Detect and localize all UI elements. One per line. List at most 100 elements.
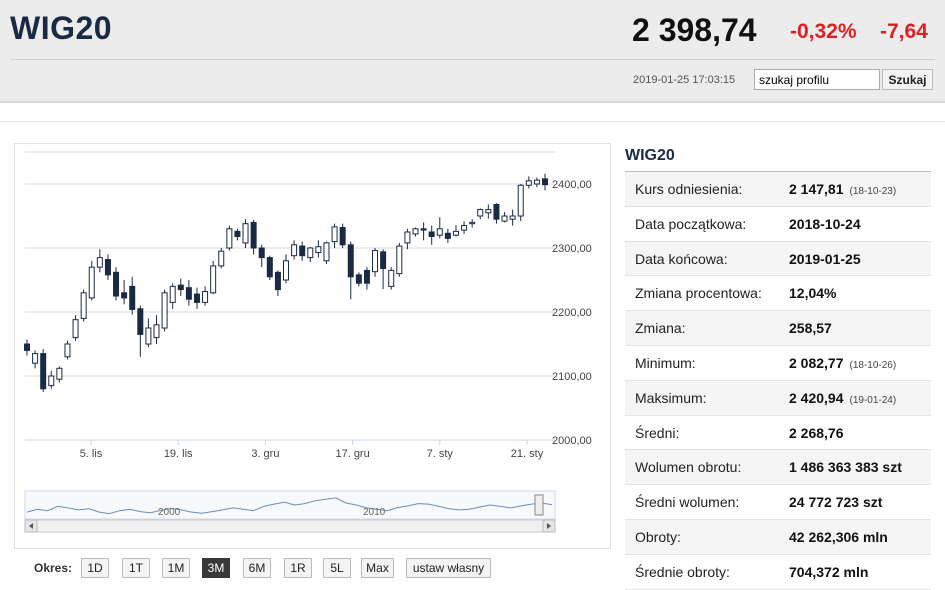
candle-up xyxy=(161,292,168,329)
candle-up xyxy=(88,266,95,299)
candle-down xyxy=(355,274,362,284)
info-row-value: 1 486 363 383 szt xyxy=(789,459,902,475)
header-divider xyxy=(10,59,935,60)
period-button-custom[interactable]: ustaw własny xyxy=(406,558,491,578)
candle-down xyxy=(121,292,128,299)
info-row-value-text: 2 420,94 xyxy=(789,389,844,406)
chevron-right-icon xyxy=(547,523,551,529)
candle-down xyxy=(444,232,451,239)
ticker-title: WIG20 xyxy=(10,10,113,46)
candle-up xyxy=(64,343,71,358)
info-row-label: Data końcowa: xyxy=(635,250,728,267)
candle-up xyxy=(96,257,103,268)
info-row-value: 12,04% xyxy=(789,285,836,301)
period-button-1d[interactable]: 1D xyxy=(81,558,109,578)
info-row-value-text: 2 268,76 xyxy=(789,424,844,441)
candle-up xyxy=(56,367,63,380)
candle-up xyxy=(388,269,395,287)
period-button-3m[interactable]: 3M xyxy=(202,558,230,578)
info-row-label: Zmiana procentowa: xyxy=(635,285,762,302)
period-button-1t[interactable]: 1T xyxy=(122,558,150,578)
info-row-note: (18-10-23) xyxy=(849,186,897,197)
info-row-value: 258,57 xyxy=(789,320,832,336)
candle-up xyxy=(80,292,87,319)
candle-down xyxy=(274,271,281,291)
candle-down xyxy=(24,343,30,351)
info-row: Minimum: 2 082,77 (18-10-26) xyxy=(625,346,931,381)
period-button-1m[interactable]: 1M xyxy=(162,558,190,578)
candle-up xyxy=(323,242,330,262)
info-row-value: 2019-01-25 xyxy=(789,251,861,267)
info-row: Data początkowa: 2018-10-24 xyxy=(625,207,931,242)
candle-up xyxy=(48,375,55,387)
info-row-value: 2 268,76 xyxy=(789,425,844,441)
info-row-value: 2 420,94 (19-01-24) xyxy=(789,390,896,406)
period-button-1r[interactable]: 1R xyxy=(284,558,312,578)
info-row-label: Średnie obroty: xyxy=(635,563,730,580)
candle-down xyxy=(250,221,257,249)
period-label: Okres: xyxy=(34,561,73,575)
info-row: Zmiana: 258,57 xyxy=(625,311,931,346)
candle-down xyxy=(363,269,370,284)
candle-down xyxy=(113,271,120,297)
info-row: Zmiana procentowa: 12,04% xyxy=(625,276,931,312)
candle-up xyxy=(331,226,338,243)
info-row-label: Kurs odniesienia: xyxy=(635,181,743,197)
candle-up xyxy=(517,184,524,217)
info-row-note: (18-10-26) xyxy=(849,359,897,371)
info-row-label: Minimum: xyxy=(635,354,696,371)
candle-up xyxy=(461,225,468,231)
candle-down xyxy=(137,308,144,335)
x-axis-tick-label: 21. sty xyxy=(511,448,544,460)
candle-down xyxy=(339,227,346,246)
info-row-label: Średni wolumen: xyxy=(635,494,740,511)
candle-down xyxy=(542,178,548,186)
candle-down xyxy=(420,228,427,231)
period-button-max[interactable]: Max xyxy=(361,558,394,578)
candle-up xyxy=(202,291,209,303)
info-row-value-text: 42 262,306 mln xyxy=(789,528,888,545)
period-button-6m[interactable]: 6M xyxy=(243,558,271,578)
candle-up xyxy=(396,245,403,275)
info-row-label: Obroty: xyxy=(635,528,681,545)
candle-up xyxy=(145,327,152,345)
info-table: Kurs odniesienia: 2 147,81 (18-10-23) Data … xyxy=(625,172,931,590)
price-chart[interactable]: 2000,00 2100,00 2200,00 2300,00 2400,00 5. li… xyxy=(15,144,610,548)
candle-up xyxy=(509,215,516,220)
navigator-area xyxy=(24,490,556,520)
info-row-value-text: 2019-01-25 xyxy=(789,250,861,267)
info-row-value: 2018-10-24 xyxy=(789,216,861,232)
x-axis-tick-label: 19. lis xyxy=(164,448,193,460)
y-axis-tick-label: 2200,00 xyxy=(552,307,592,319)
candle-up xyxy=(153,324,160,339)
navigator-label: 2000 xyxy=(158,507,181,518)
info-row: Średni wolumen: 24 772 723 szt xyxy=(625,485,931,520)
search-button[interactable]: Szukaj xyxy=(882,69,933,90)
info-row-value-text: 258,57 xyxy=(789,320,832,337)
candle-up xyxy=(242,223,249,244)
candle-up xyxy=(315,246,322,253)
y-axis-tick-label: 2000,00 xyxy=(552,435,592,447)
candle-up xyxy=(226,228,233,249)
scrollbar-track[interactable] xyxy=(24,519,556,533)
chart-container: 2000,00 2100,00 2200,00 2300,00 2400,00 5. li… xyxy=(14,143,611,549)
change-absolute: -7,64 xyxy=(880,20,928,43)
candle-up xyxy=(404,231,411,244)
candle-up xyxy=(32,353,39,364)
candle-down xyxy=(40,353,47,390)
info-row-value: 2 147,81 (18-10-23) xyxy=(789,181,896,197)
y-axis-tick-label: 2100,00 xyxy=(552,371,592,383)
navigator-handle[interactable] xyxy=(534,494,544,516)
info-row-value: 24 772 723 szt xyxy=(789,494,882,510)
navigator-label: 2010 xyxy=(363,507,386,518)
profile-search-input[interactable] xyxy=(754,69,880,90)
candle-up xyxy=(485,209,492,214)
candle-up xyxy=(469,221,476,225)
navigator-series xyxy=(26,497,553,515)
x-axis-tick-label: 7. sty xyxy=(427,448,454,460)
period-button-5l[interactable]: 5L xyxy=(323,558,351,578)
info-row: Średnie obroty: 704,372 mln xyxy=(625,555,931,590)
quote-timestamp: 2019-01-25 17:03:15 xyxy=(633,74,736,86)
info-row-value-text: 12,04% xyxy=(789,285,837,302)
info-row: Średni: 2 268,76 xyxy=(625,416,931,451)
